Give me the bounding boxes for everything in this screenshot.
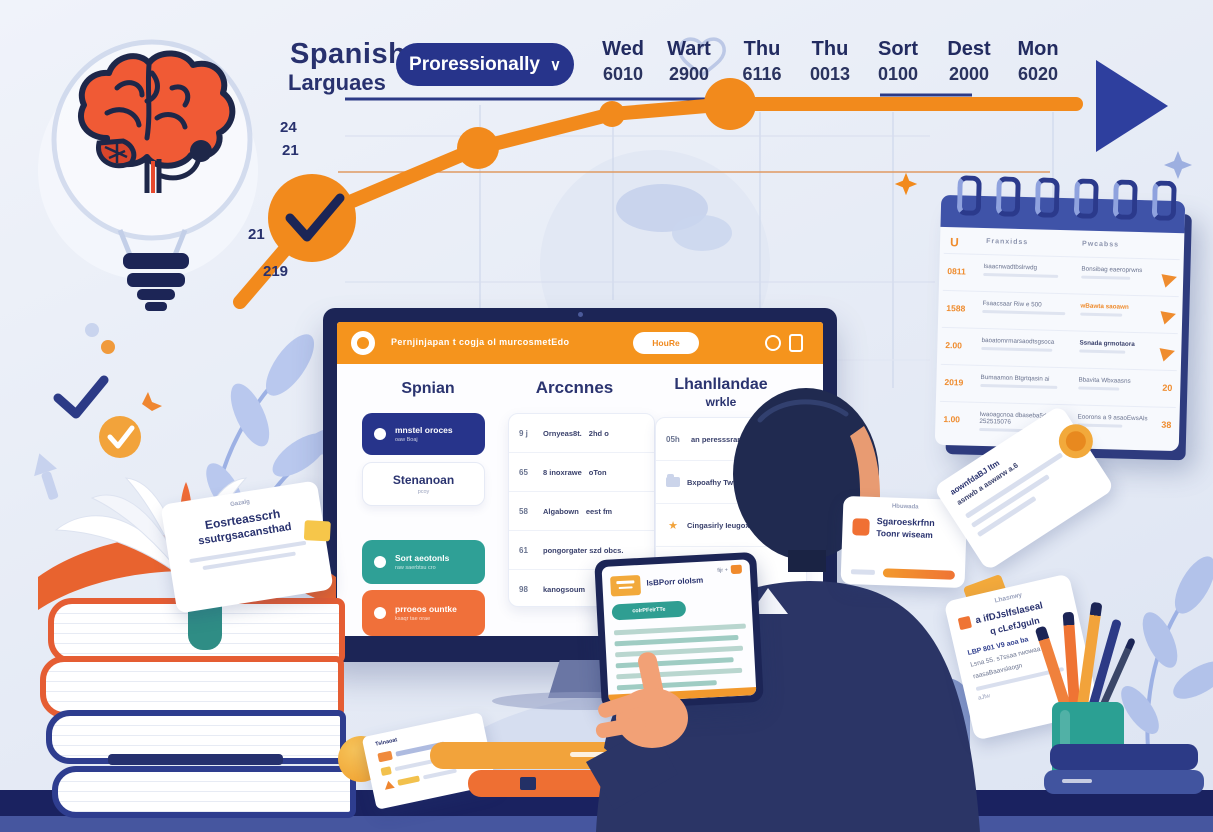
check-icon xyxy=(285,193,345,242)
brain-lightbulb xyxy=(51,39,253,311)
orange-check-icon xyxy=(107,425,135,449)
y-tick: 21 xyxy=(248,226,265,243)
tablet-text-line xyxy=(613,623,746,635)
progress-dot-1 xyxy=(457,127,499,169)
page-title: Spanish xyxy=(290,38,407,70)
day-column: Mon 6020 xyxy=(1003,38,1073,85)
day-value: 0013 xyxy=(809,64,851,84)
day-column: Wed 6010 xyxy=(588,38,658,85)
menu-button-2[interactable]: Stenanoan pcoy xyxy=(362,462,485,506)
webcam-dot xyxy=(578,312,583,317)
list-item[interactable]: 65 8 inoxrawe oTon xyxy=(509,453,654,492)
tablet-text-line xyxy=(615,645,744,657)
tablet-chip xyxy=(610,574,642,597)
day-value: 0100 xyxy=(877,64,919,84)
bookmark-icon[interactable] xyxy=(789,334,803,352)
book-thin-navy xyxy=(108,754,283,765)
list-item[interactable]: 98 kanogsoum xyxy=(519,584,586,594)
y-tick: 21 xyxy=(282,142,299,159)
orange-dot xyxy=(101,340,115,354)
app-header-bar xyxy=(337,322,823,364)
day-label: Thu xyxy=(743,38,781,60)
book-navy-2 xyxy=(52,766,356,818)
sparkle-icon-orange xyxy=(894,172,918,196)
tablet-badge: fijr + xyxy=(717,567,729,574)
spark-icon xyxy=(142,392,162,411)
tablet-button[interactable]: coIrPFeIrTTe xyxy=(611,600,687,621)
heart-icon xyxy=(678,37,726,78)
level-dropdown[interactable]: Proressionally ∨ xyxy=(396,43,574,86)
bullet-icon xyxy=(374,607,386,619)
play-arrow-icon xyxy=(1096,60,1168,152)
day-label: Mon xyxy=(1017,38,1059,60)
list-item[interactable]: 58 Algabown eest fm xyxy=(509,492,654,531)
list-item[interactable]: ★ Cingasirly Ieugox xyxy=(656,504,806,547)
list-item[interactable]: 61 pongorgater szd obcs. xyxy=(509,531,654,570)
tablet-text-line xyxy=(615,657,734,668)
day-label: Wed xyxy=(602,38,644,60)
list-item[interactable]: 05h an peresssranknd xyxy=(656,418,806,461)
tablet-bottom-bar xyxy=(608,687,757,703)
right-book-navy xyxy=(1050,744,1198,770)
folder-icon xyxy=(666,474,680,487)
column-header-1: Spnian xyxy=(401,380,455,397)
tablet-text-line xyxy=(616,680,717,690)
day-label: Dest xyxy=(947,38,991,60)
level-dropdown-label: Proressionally xyxy=(409,53,540,75)
tablet-text-line xyxy=(616,667,743,679)
day-value: 2000 xyxy=(948,64,990,84)
bullet-icon xyxy=(374,556,386,568)
day-column: Thu 0013 xyxy=(795,38,865,85)
target-icon[interactable] xyxy=(765,335,781,351)
app-header-text: Pernjinjapan t cogja ol murcosmetEdo xyxy=(391,337,570,347)
cart-icon[interactable] xyxy=(730,564,743,575)
day-value: 6020 xyxy=(1017,64,1059,84)
progress-bar xyxy=(882,568,956,580)
star-icon: ★ xyxy=(668,519,678,532)
app-logo-icon xyxy=(351,331,375,355)
menu-button-4[interactable]: prroeos ountke ksaqr tae orae xyxy=(362,590,485,636)
tag-icon xyxy=(957,615,973,631)
day-column: Sort 0100 xyxy=(863,38,933,85)
day-column: Dest 2000 xyxy=(934,38,1004,85)
y-tick: 219 xyxy=(263,263,289,280)
right-plant xyxy=(1121,556,1213,771)
day-value: 6116 xyxy=(742,64,782,84)
day-label: Wart xyxy=(667,38,711,60)
sparkle-icon-blue xyxy=(1164,151,1192,179)
progress-dot-3 xyxy=(704,78,756,130)
day-column: Wart 2900 xyxy=(654,38,724,85)
app-header-button[interactable]: HouRe xyxy=(633,332,699,354)
y-tick: 24 xyxy=(280,119,297,136)
day-column: Thu 6116 xyxy=(727,38,797,85)
navy-check-icon xyxy=(53,375,109,419)
lesson-list-card: 9 j Ornyeas8t. 2hd o 65 8 inoxrawe oTon 58 Al… xyxy=(508,413,655,607)
day-label: Thu xyxy=(811,38,849,60)
tablet-device: IsBPorr oloIsm fijr + coIrPFeIrTTe xyxy=(594,551,764,711)
menu-button-1[interactable]: mnstel oroces oaw Boaj xyxy=(362,413,485,455)
progress-check-bubble xyxy=(268,174,356,262)
up-arrow-icon xyxy=(34,453,59,500)
day-value: 6010 xyxy=(602,64,644,84)
progress-card-line: Sgaroeskrfnn xyxy=(876,516,935,529)
tablet-text-line xyxy=(614,634,739,646)
day-value: 2900 xyxy=(668,64,710,84)
column-header-3: Lhanllandae xyxy=(674,376,768,393)
bullet-icon xyxy=(374,428,386,440)
right-book-blue xyxy=(1044,770,1204,794)
list-item[interactable]: 9 j Ornyeas8t. 2hd o xyxy=(509,414,654,453)
mail-icon xyxy=(852,517,870,536)
tablet-title: IsBPorr oloIsm xyxy=(646,575,704,588)
day-label: Sort xyxy=(878,38,918,60)
progress-card-line: Toonr wiseam xyxy=(876,528,933,540)
chevron-down-icon: ∨ xyxy=(549,56,561,74)
menu-button-3[interactable]: Sort aeotonls raw saerbtsu cro xyxy=(362,540,485,584)
page-subtitle: Larguaes xyxy=(288,70,386,95)
tablet-screen: IsBPorr oloIsm fijr + coIrPFeIrTTe xyxy=(601,559,757,703)
progress-dot-2 xyxy=(599,101,625,127)
column-header-3b: wrkle xyxy=(705,395,737,409)
column-header-2: Arccnnes xyxy=(535,378,614,397)
